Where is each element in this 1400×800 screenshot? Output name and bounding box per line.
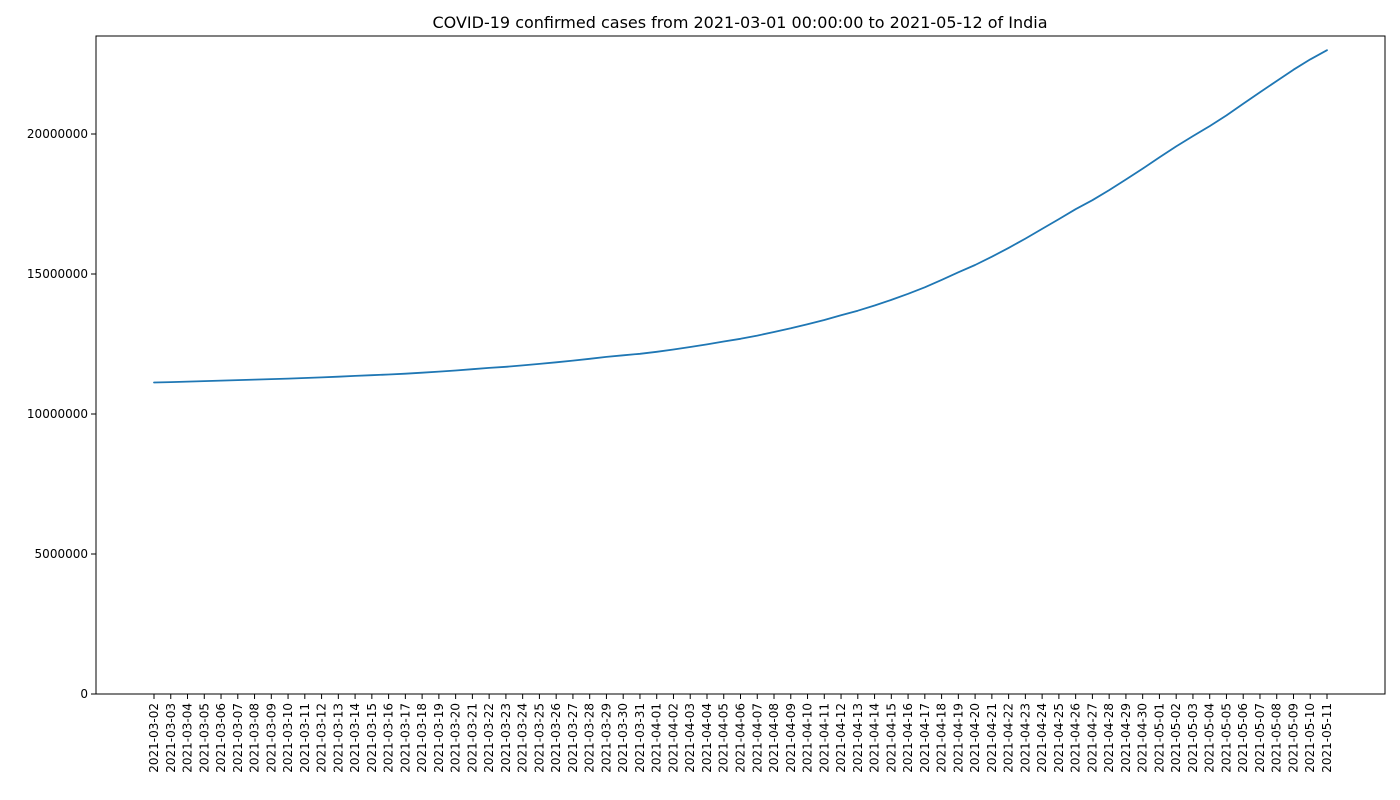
series-line [153,49,1328,384]
x-tick-label: 2021-04-28 [1102,703,1116,773]
x-tick-label: 2021-05-05 [1219,703,1233,773]
x-tick-label: 2021-04-22 [1002,703,1016,773]
x-tick-label: 2021-03-28 [583,703,597,773]
y-tick-label: 10000000 [27,407,88,421]
x-axis: 2021-03-02 2021-03-03 2021-03-04 2021-03-05… [147,694,1334,773]
x-tick-label: 2021-03-22 [482,703,496,773]
x-tick-label: 2021-04-27 [1085,703,1099,773]
x-tick-label: 2021-05-02 [1169,703,1183,773]
chart-title: COVID-19 confirmed cases from 2021-03-01… [433,13,1048,32]
x-tick-label: 2021-04-07 [750,703,764,773]
x-tick-label: 2021-03-16 [382,703,396,773]
x-tick-label: 2021-03-21 [465,703,479,773]
y-tick-label: 15000000 [27,267,88,281]
x-tick-label: 2021-04-21 [985,703,999,773]
x-tick-label: 2021-03-19 [432,703,446,773]
x-tick-label: 2021-03-06 [214,703,228,773]
plot-frame [95,35,1386,695]
x-tick-label: 2021-04-03 [683,703,697,773]
x-tick-label: 2021-03-05 [197,703,211,773]
x-tick-label: 2021-03-10 [281,703,295,773]
x-tick-label: 2021-04-30 [1136,703,1150,773]
y-tick-label: 20000000 [27,127,88,141]
x-tick-label: 2021-04-15 [884,703,898,773]
x-tick-label: 2021-03-24 [516,703,530,773]
x-tick-label: 2021-05-04 [1203,703,1217,773]
x-tick-label: 2021-04-16 [901,703,915,773]
x-tick-label: 2021-03-29 [599,703,613,773]
x-tick-label: 2021-04-02 [666,703,680,773]
x-tick-label: 2021-03-12 [315,703,329,773]
x-tick-label: 2021-03-18 [415,703,429,773]
x-tick-label: 2021-04-18 [935,703,949,773]
x-tick-label: 2021-03-26 [549,703,563,773]
x-tick-label: 2021-05-08 [1270,703,1284,773]
x-tick-label: 2021-04-14 [868,703,882,773]
x-tick-label: 2021-04-06 [734,703,748,773]
x-tick-label: 2021-03-07 [231,703,245,773]
x-tick-label: 2021-03-20 [449,703,463,773]
x-tick-label: 2021-04-23 [1018,703,1032,773]
x-tick-label: 2021-03-03 [164,703,178,773]
x-tick-label: 2021-03-25 [532,703,546,773]
x-tick-label: 2021-04-09 [784,703,798,773]
x-tick-label: 2021-04-04 [700,703,714,773]
x-tick-label: 2021-03-14 [348,703,362,773]
x-tick-label: 2021-04-20 [968,703,982,773]
x-tick-label: 2021-03-27 [566,703,580,773]
x-tick-label: 2021-05-11 [1320,703,1334,773]
x-tick-label: 2021-03-30 [616,703,630,773]
x-tick-label: 2021-03-17 [398,703,412,773]
x-tick-label: 2021-05-07 [1253,703,1267,773]
x-tick-label: 2021-04-26 [1069,703,1083,773]
x-tick-label: 2021-04-05 [717,703,731,773]
x-tick-label: 2021-04-25 [1052,703,1066,773]
x-tick-label: 2021-04-19 [951,703,965,773]
x-tick-label: 2021-04-13 [851,703,865,773]
x-tick-label: 2021-03-11 [298,703,312,773]
y-tick-label: 0 [80,687,88,701]
x-tick-label: 2021-03-02 [147,703,161,773]
x-tick-label: 2021-05-06 [1236,703,1250,773]
x-tick-label: 2021-04-10 [801,703,815,773]
x-tick-label: 2021-04-29 [1119,703,1133,773]
y-tick-label: 5000000 [35,547,88,561]
x-tick-label: 2021-03-04 [181,703,195,773]
x-tick-label: 2021-04-11 [817,703,831,773]
y-axis: 0 5000000 10000000 15000000 20000000 [27,127,96,701]
x-tick-label: 2021-03-23 [499,703,513,773]
x-tick-label: 2021-04-24 [1035,703,1049,773]
x-tick-label: 2021-04-12 [834,703,848,773]
x-tick-label: 2021-03-31 [633,703,647,773]
x-tick-label: 2021-03-13 [331,703,345,773]
x-tick-label: 2021-03-15 [365,703,379,773]
x-tick-label: 2021-04-08 [767,703,781,773]
x-tick-label: 2021-05-01 [1152,703,1166,773]
x-tick-label: 2021-05-03 [1186,703,1200,773]
x-tick-label: 2021-03-09 [264,703,278,773]
x-tick-label: 2021-04-01 [650,703,664,773]
x-tick-label: 2021-05-10 [1303,703,1317,773]
x-tick-label: 2021-03-08 [248,703,262,773]
plot-series [153,49,1328,384]
x-tick-label: 2021-04-17 [918,703,932,773]
x-tick-label: 2021-05-09 [1286,703,1300,773]
